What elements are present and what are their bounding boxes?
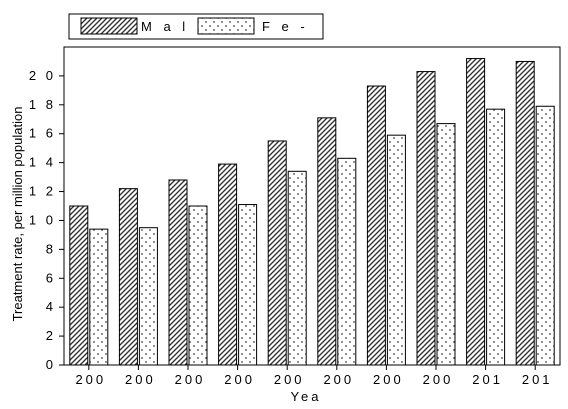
legend: M a l F e - [68, 13, 324, 40]
x-tick-label: 200 [423, 372, 454, 387]
bar-female [486, 108, 506, 366]
y-tick-label: 4 [46, 299, 56, 314]
bar-female [436, 123, 456, 366]
bar-male [118, 188, 138, 366]
y-axis: 0 2 4 6 8 1 0 1 2 1 4 1 6 1 8 2 0 [29, 68, 64, 372]
y-tick-label: 8 [46, 241, 56, 256]
legend-label-female: F e - [262, 19, 309, 34]
plot-area [63, 46, 561, 366]
y-tick-label: 1 8 [29, 97, 56, 112]
x-axis: 200 200 200 200 200 200 200 200 201 201 [75, 365, 553, 387]
bar-female [238, 204, 258, 366]
legend-label-male: M a l [141, 19, 189, 34]
x-tick-label: 201 [472, 372, 503, 387]
y-axis-title: Treatment rate, per million population [10, 107, 25, 322]
bar-female [138, 227, 158, 366]
y-tick-label: 1 6 [29, 126, 56, 141]
x-axis-title: Yea [291, 389, 322, 404]
bar-male [416, 71, 436, 366]
x-tick-label: 200 [125, 372, 156, 387]
bar-male [466, 58, 486, 366]
y-tick-label: 2 [46, 328, 56, 343]
bar-male [218, 163, 238, 366]
x-tick-label: 200 [175, 372, 206, 387]
y-tick-label: 0 [46, 357, 56, 372]
bar-female [89, 228, 109, 366]
bar-male [267, 140, 287, 366]
bar-male [317, 117, 337, 366]
x-tick-label: 200 [323, 372, 354, 387]
bar-male [366, 85, 386, 366]
bars-group [69, 58, 555, 366]
plot-frame [63, 46, 561, 366]
x-tick-label: 200 [75, 372, 106, 387]
legend-swatch-male [80, 17, 138, 35]
bar-female [337, 157, 357, 366]
legend-swatch-female [197, 17, 255, 35]
bar-female [188, 205, 208, 366]
bar-male [515, 60, 535, 366]
x-tick-label: 200 [224, 372, 255, 387]
bar-female [386, 134, 406, 366]
y-tick-label: 1 2 [29, 184, 56, 199]
bar-female [535, 105, 555, 366]
y-tick-label: 1 4 [29, 155, 56, 170]
x-tick-label: 201 [522, 372, 553, 387]
bar-male [69, 205, 89, 366]
bar-female [287, 170, 307, 366]
x-tick-label: 200 [274, 372, 305, 387]
y-tick-label: 6 [46, 270, 56, 285]
x-tick-label: 200 [373, 372, 404, 387]
bar-male [168, 179, 188, 366]
y-tick-label: 2 0 [29, 68, 56, 83]
y-tick-label: 1 0 [29, 212, 56, 227]
